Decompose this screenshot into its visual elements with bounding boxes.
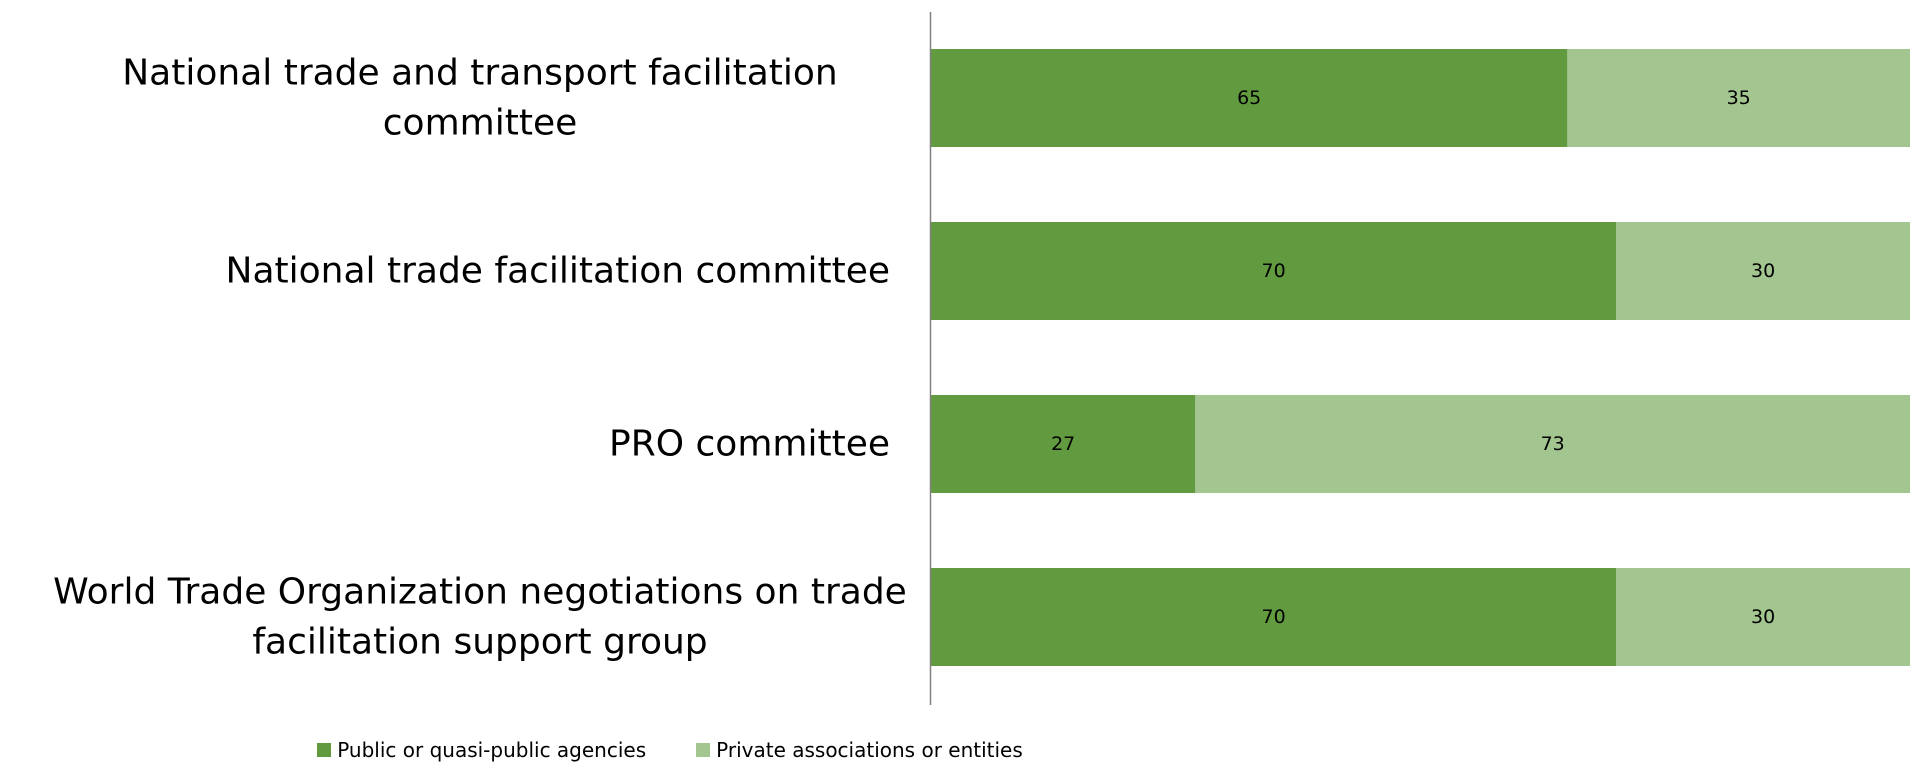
category-label-4: World Trade Organization negotiations on… [53, 572, 907, 663]
bar-segment-private-1 [1567, 49, 1910, 147]
data-label-private-1: 35 [1727, 87, 1751, 109]
data-label-public-3: 27 [1051, 433, 1075, 455]
legend-swatch-private [696, 743, 711, 757]
bar-segment-public-3 [931, 395, 1196, 493]
bar-segment-public-2 [931, 222, 1617, 320]
category-label-1: National trade and transport facilitatio… [122, 53, 838, 144]
labels-layer: 65 35 National trade and transport facilit… [53, 53, 1775, 663]
bar-segment-private-4 [1616, 568, 1910, 666]
category-label-3: PRO committee [609, 424, 890, 465]
category-label-2: National trade facilitation committee [226, 251, 890, 292]
legend: Public or quasi-public agencies Private … [0, 738, 1340, 762]
data-label-public-2: 70 [1262, 260, 1286, 282]
legend-item-private: Private associations or entities [696, 738, 1023, 762]
data-label-private-2: 30 [1751, 260, 1775, 282]
legend-label-public: Public or quasi-public agencies [337, 738, 647, 762]
bar-segment-public-4 [931, 568, 1617, 666]
data-label-private-3: 73 [1541, 433, 1565, 455]
bar-segment-private-2 [1616, 222, 1910, 320]
bar-segment-public-1 [931, 49, 1568, 147]
data-label-private-4: 30 [1751, 606, 1775, 628]
legend-item-public: Public or quasi-public agencies [317, 738, 646, 762]
bar-segment-private-3 [1195, 395, 1910, 493]
data-label-public-4: 70 [1262, 606, 1286, 628]
bars-layer [931, 49, 1910, 666]
data-label-public-1: 65 [1237, 87, 1261, 109]
legend-label-private: Private associations or entities [716, 738, 1023, 762]
legend-swatch-public [317, 743, 332, 757]
